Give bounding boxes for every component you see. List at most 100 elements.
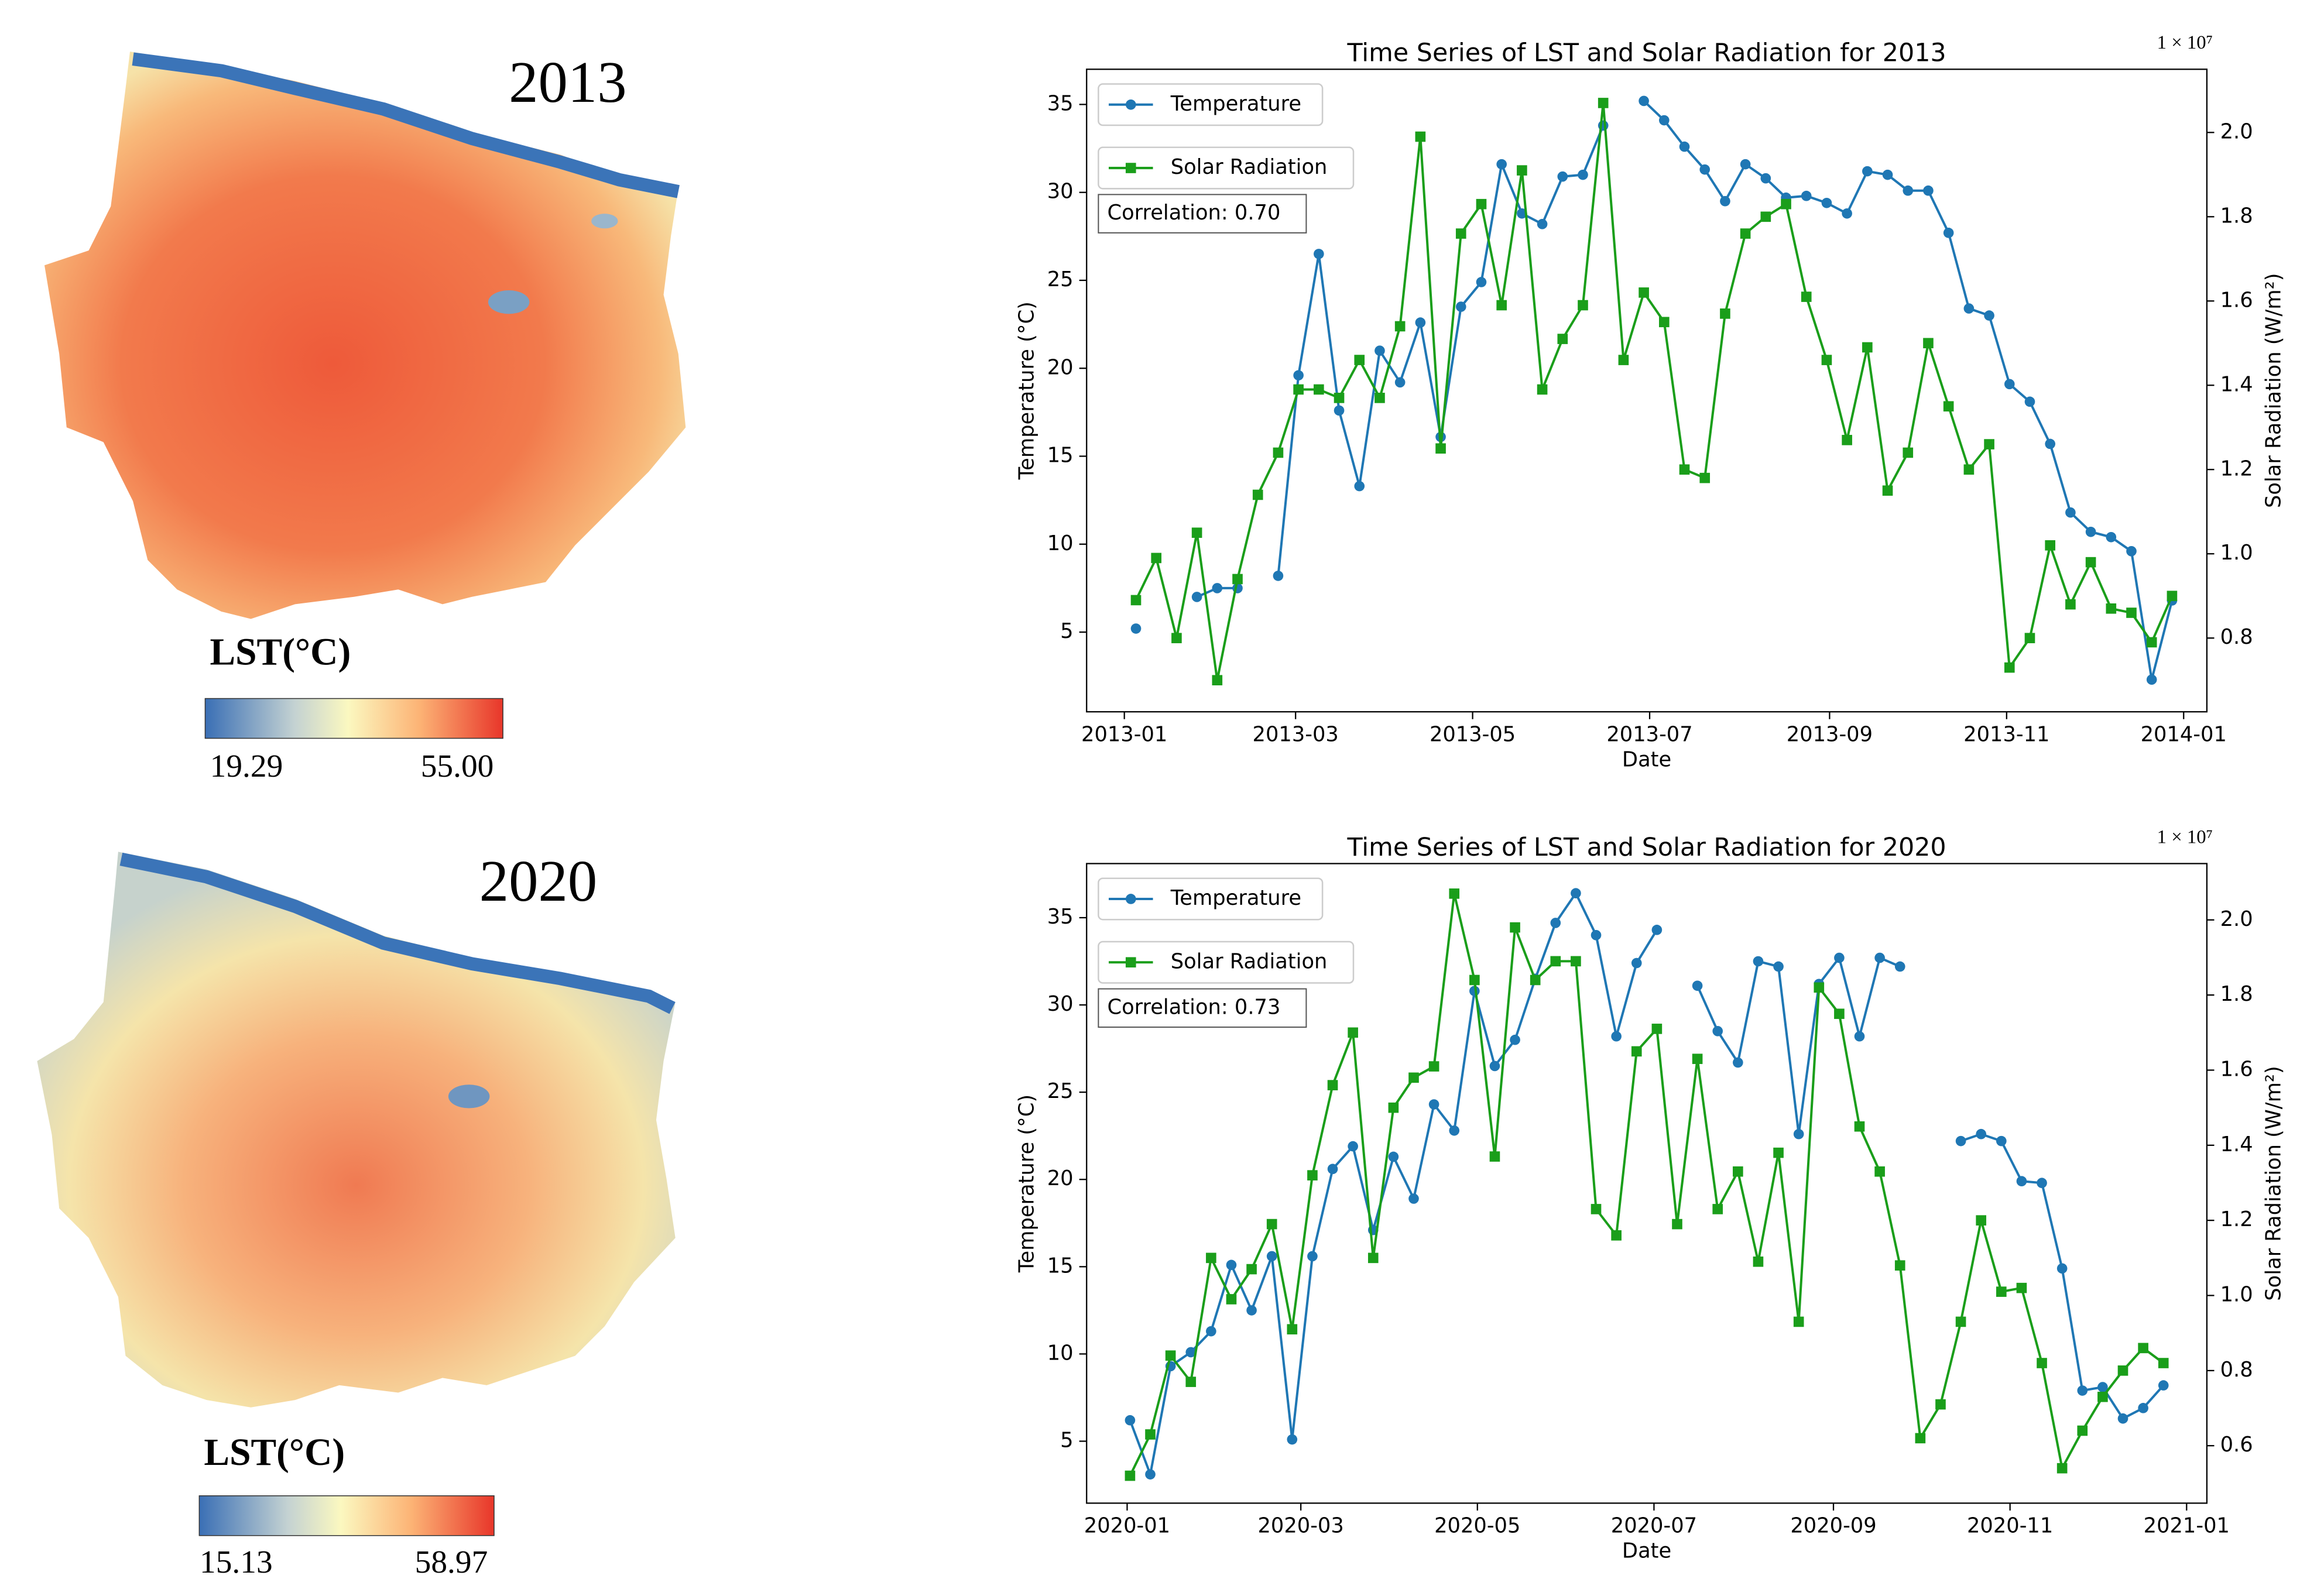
marker [1862,166,1873,177]
y-axis-label: Temperature (°C) [1015,301,1039,480]
marker [1354,480,1365,492]
y2-tick-label: 2.0 [2220,907,2253,931]
marker [1814,982,1825,993]
marker [1874,1166,1885,1177]
marker [1252,489,1263,500]
marker [2037,1358,2047,1368]
marker [2065,599,2076,610]
y-tick-label: 15 [1047,444,1074,468]
marker [1672,1219,1682,1230]
marker [1165,1350,1176,1361]
marker [1348,1141,1358,1152]
y-tick-label: 10 [1047,1341,1074,1365]
marker [2045,540,2056,551]
marker [1821,355,1832,365]
marker [1151,552,1162,564]
marker [1530,974,1541,986]
marker [1408,1193,1419,1204]
marker [1591,1204,1602,1214]
marker [1226,1259,1237,1271]
legend-marker [1125,894,1136,904]
line-chart: 2020-01 2020-03 2020-05 2020-07 2020-09 2020-… [1015,826,2286,1563]
marker [2085,526,2096,537]
chart-title: Time Series of LST and Solar Radiation f… [1346,833,1946,862]
y-tick-label: 20 [1047,355,1074,379]
marker [1212,583,1223,593]
marker [1496,159,1507,170]
marker [1903,185,1914,196]
y2-offset-label: 1 × 10⁷ [2157,32,2213,53]
marker [1753,956,1764,967]
marker [1963,303,1975,314]
marker [1125,1415,1136,1426]
y2-tick-label: 1.8 [2220,982,2253,1006]
marker [2138,1403,2148,1413]
series-line [1129,893,2164,1477]
marker [2016,1282,2027,1293]
y2-tick-label: 1.8 [2220,204,2253,228]
lake [448,1084,490,1108]
marker [1307,1251,1318,1262]
y-tick-label: 20 [1047,1166,1074,1190]
marker [1307,1170,1318,1180]
map-2020: 2020 LST(°C) 15.13 58.97 [37,848,676,1580]
colorbar [204,698,503,739]
marker [1125,1470,1136,1481]
y-tick-label: 25 [1047,267,1074,291]
river [132,52,680,198]
marker [1943,401,1954,412]
colorbar-min: 15.13 [200,1544,273,1580]
x-tick-label: 2013-03 [1253,722,1339,746]
marker [1692,980,1703,991]
y-tick-label: 5 [1060,1429,1073,1453]
marker [1510,1034,1520,1045]
marker [1348,1027,1358,1038]
marker [1854,1121,1865,1132]
map-2013: 2013 LST(°C) 19.29 55.00 [44,49,686,784]
marker [1935,1399,1946,1410]
marker [1130,595,1142,606]
marker [1455,228,1466,239]
marker [1212,675,1223,686]
marker [2138,1343,2148,1354]
x-tick-label: 2013-07 [1606,722,1692,746]
legend-label: Temperature [1170,886,1301,910]
x-axis-label: Date [1622,747,1671,771]
marker [1394,377,1406,388]
marker [1894,961,1905,972]
marker [1415,317,1426,328]
x-tick-label: 2013-09 [1787,722,1873,746]
marker [2085,557,2096,568]
marker [1510,922,1520,933]
marker [2097,1391,2108,1402]
marker [1781,198,1791,210]
marker [1720,195,1730,207]
marker [2158,1358,2169,1368]
lake [488,290,530,314]
marker [1699,472,1711,483]
x-tick-label: 2020-03 [1258,1514,1344,1538]
x-tick-label: 2014-01 [2141,722,2227,746]
y2-tick-label: 1.0 [2220,1283,2253,1307]
marker [1712,1025,1723,1036]
marker [1489,1060,1500,1072]
marker [1293,384,1304,395]
marker [1367,1252,1379,1264]
marker [2117,1365,2128,1376]
legend-box [1098,83,1324,126]
marker [1130,623,1142,634]
y2-tick-label: 1.6 [2220,288,2253,312]
marker [1699,164,1711,175]
marker [2106,531,2117,543]
y-tick-label: 5 [1060,619,1073,643]
marker [1517,165,1527,176]
marker [1185,1347,1197,1358]
map-region [37,852,676,1408]
y-tick-label: 35 [1047,905,1074,929]
marker [2045,438,2056,449]
y2-tick-label: 1.2 [2220,1207,2253,1231]
marker [2117,1413,2128,1424]
marker [2065,507,2076,518]
x-tick-label: 2020-11 [1967,1514,2053,1538]
